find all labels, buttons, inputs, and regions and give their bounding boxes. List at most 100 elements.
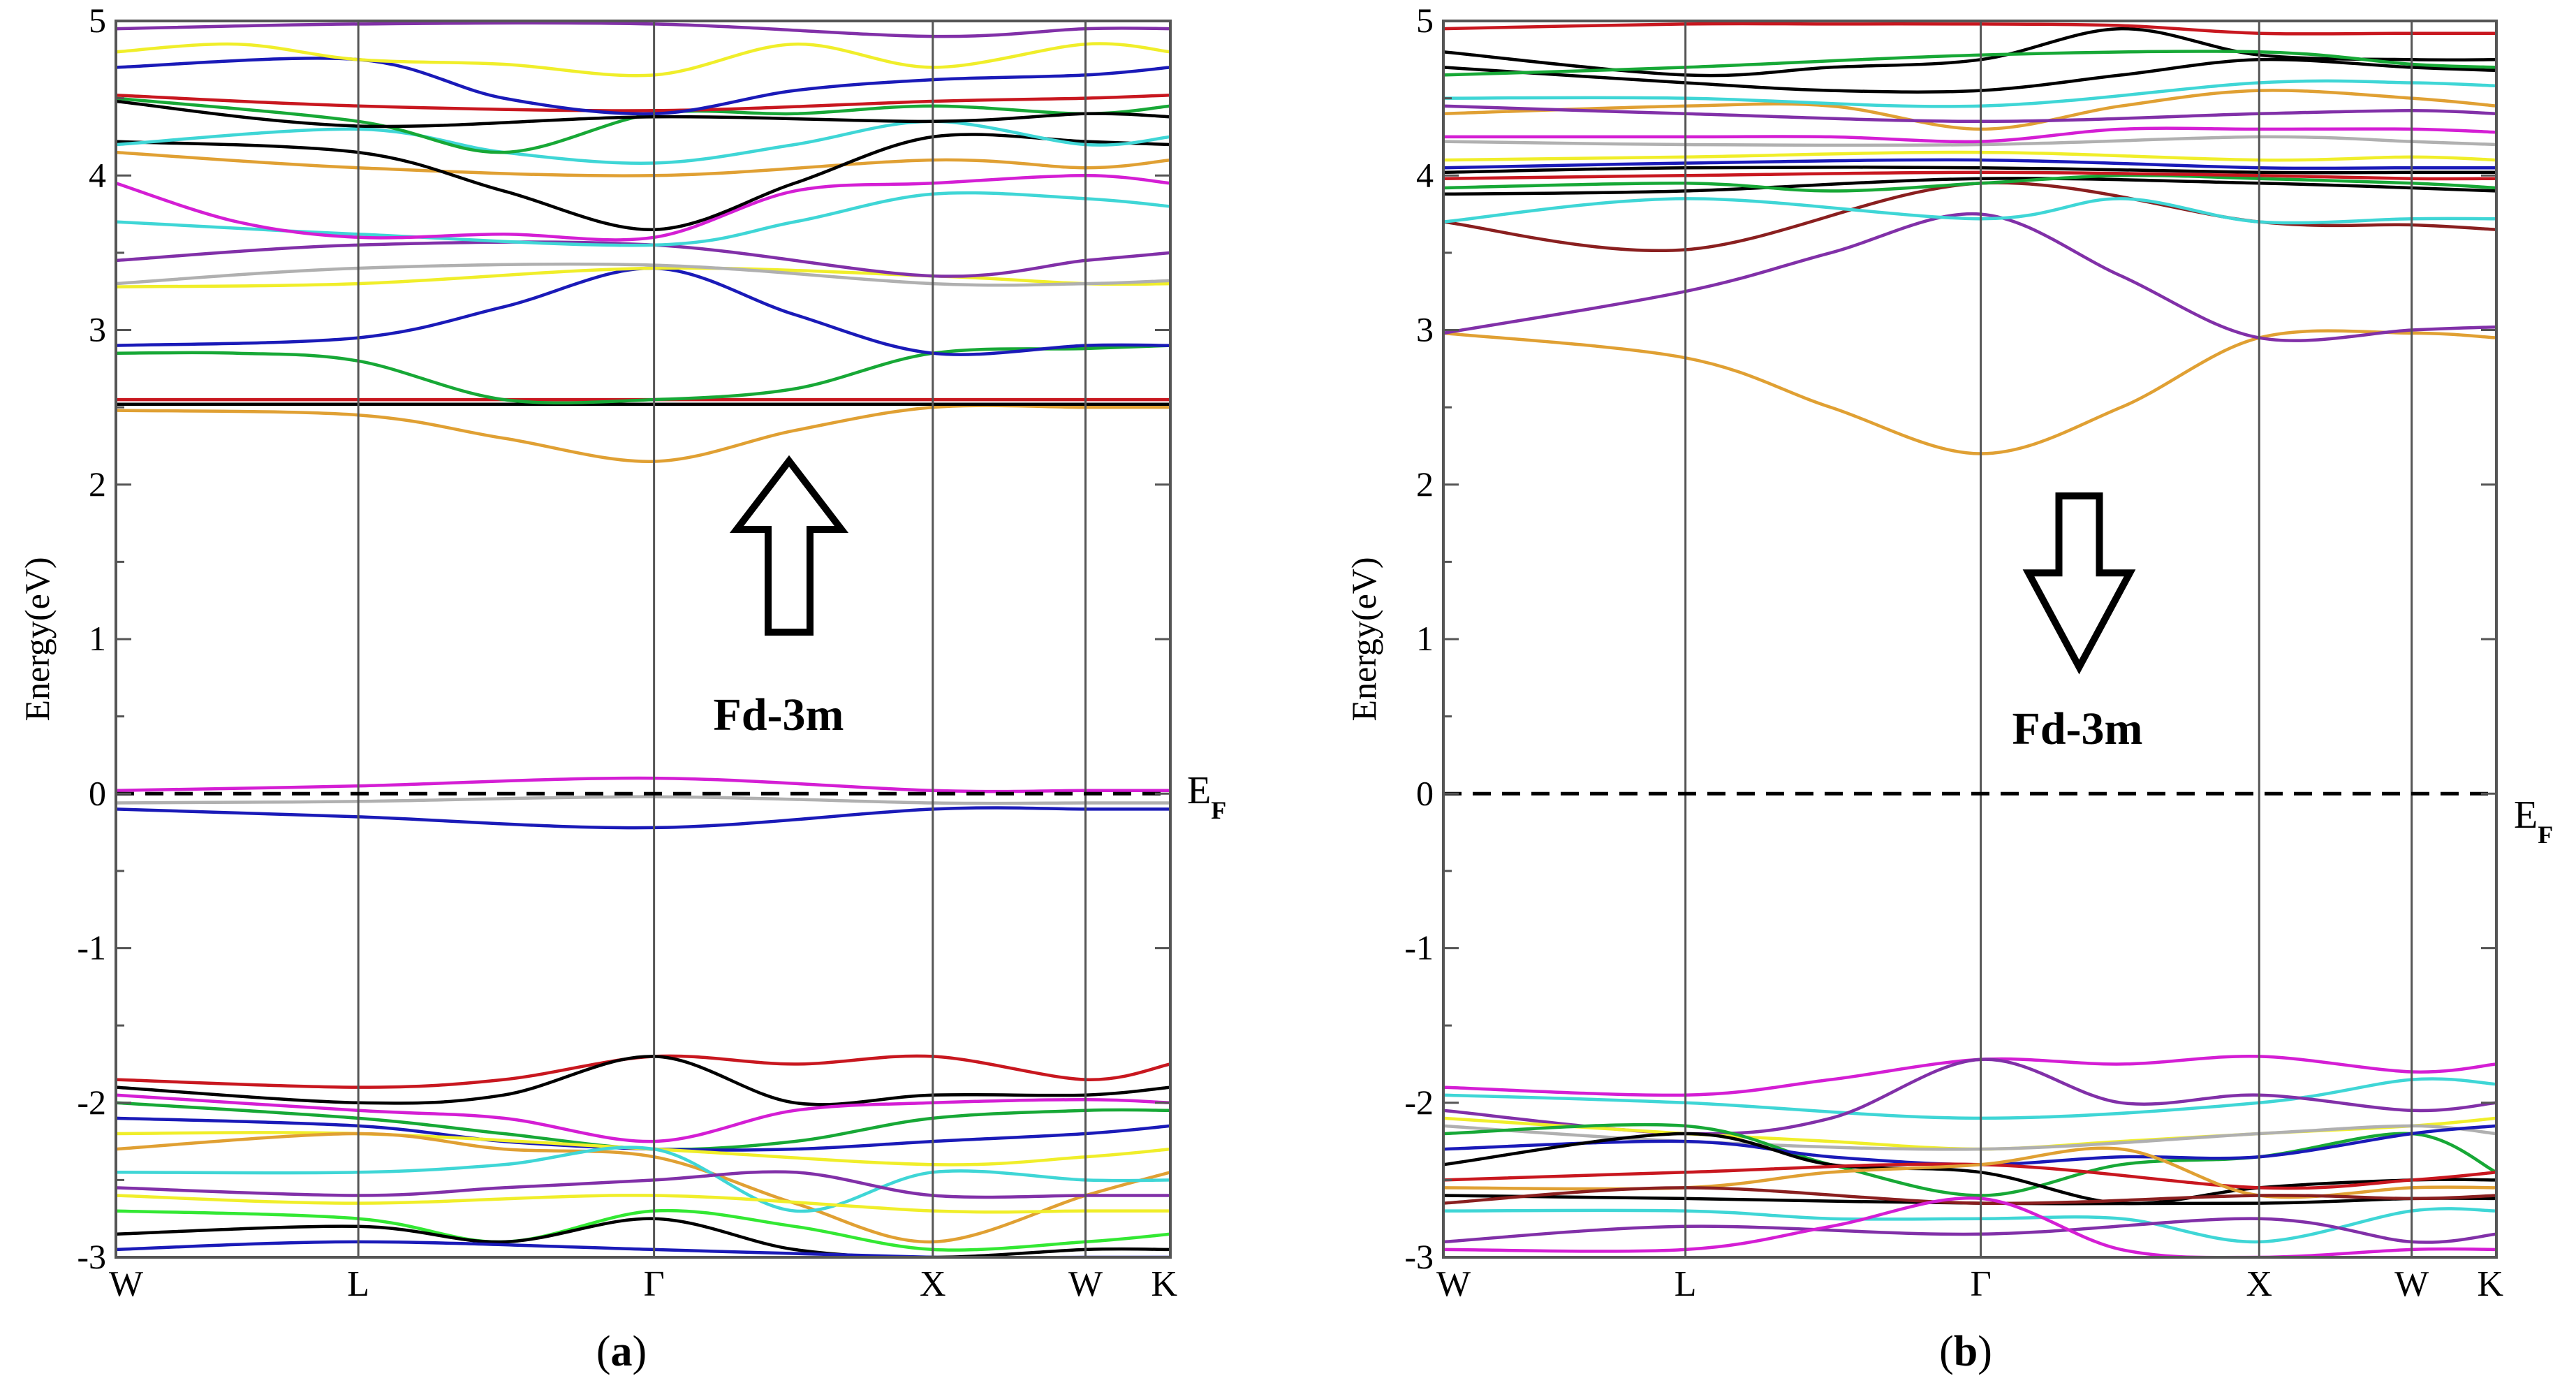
panel-a-xtick-label-0: W	[109, 1264, 143, 1304]
panel-a-ytick-label-2: -1	[77, 928, 106, 967]
panel-b-ytick-label-2: -1	[1404, 928, 1434, 967]
panel-b-band-cb2	[1443, 212, 2496, 342]
panel-b-plot-frame	[1442, 20, 2498, 1259]
panel-b-y-axis-label: Energy(eV)	[1344, 557, 1383, 721]
panel-b-band-cb18	[1443, 50, 2496, 77]
panel-b-xtick-label-0: W	[1436, 1264, 1471, 1304]
panel-b-fermi-label: EF	[2514, 793, 2553, 849]
panel-b-xtick-label-5: K	[2477, 1264, 2503, 1304]
panel-a-band-cb17	[116, 57, 1170, 116]
panel-b-band-vb2	[1443, 1077, 2496, 1120]
panel-a-structure-label: Fd-3m	[714, 689, 844, 740]
panel-b-fermi-label-main: E	[2514, 793, 2538, 837]
panel-a-band-cb13	[116, 119, 1170, 165]
panel-a-band-cb15	[116, 99, 1170, 129]
panel-b-band-vb14	[1443, 1217, 2496, 1244]
panel-b-xtick-label-1: L	[1675, 1264, 1697, 1304]
panel-b-xtick-label-3: X	[2246, 1264, 2272, 1304]
panel-b-ytick-label-4: 1	[1416, 619, 1434, 658]
panel-a-plot-frame	[115, 20, 1172, 1259]
panel-a-band-vb2	[116, 1055, 1170, 1106]
panel-b-band-cb10	[1443, 150, 2496, 162]
panel-b-ytick-label-8: 5	[1416, 1, 1434, 40]
panel-a-xtick-label-4: W	[1068, 1264, 1103, 1304]
panel-a-band-cb14	[116, 96, 1170, 154]
panel-b-xtick-label-4: W	[2394, 1264, 2429, 1304]
panel-b-band-vb7	[1443, 1124, 2496, 1166]
panel-b-band-cb5	[1443, 177, 2496, 196]
panel-a-xtick-label-1: L	[347, 1264, 369, 1304]
panel-a-ytick-label-0: -3	[77, 1237, 106, 1276]
panel-a-band-cb11	[116, 150, 1170, 177]
panel-b-band-cb1	[1443, 329, 2496, 455]
panel-a-kpoint-lines	[357, 21, 1087, 1257]
panel-a-ytick-label-3: 0	[89, 773, 106, 812]
panel-b-band-lines	[1443, 22, 2496, 1257]
panel-a-fermi-label: EF	[1187, 769, 1226, 824]
panel-a-band-cb19	[116, 21, 1170, 38]
panel-a-band-fermi_band3	[116, 806, 1170, 830]
panel-b-caption-letter: b	[1954, 1328, 1978, 1375]
spin-up-arrow-icon	[729, 455, 849, 636]
panel-b-ytick-label-6: 3	[1416, 310, 1434, 349]
panel-b-band-cb8	[1443, 166, 2496, 175]
panel-a-band-cb8	[116, 240, 1170, 278]
panel-b-ytick-label-0: -3	[1404, 1237, 1434, 1276]
panel-a-band-vb3	[116, 1093, 1170, 1143]
panel-b-ytick-label-5: 2	[1416, 464, 1434, 504]
panel-a-ytick-label-7: 4	[89, 155, 106, 194]
panel-b-band-cb19	[1443, 22, 2496, 36]
panel-b-caption: (b)	[1939, 1328, 1992, 1375]
panel-a-band-vb10	[116, 1194, 1170, 1214]
panel-a-ytick-label-5: 2	[89, 464, 106, 504]
panel-b-band-cb11	[1443, 135, 2496, 147]
panel-b-band-vb9	[1443, 1162, 2496, 1190]
panel-b-ytick-label-3: 0	[1416, 773, 1434, 812]
panel-a-band-vb6	[116, 1131, 1170, 1166]
panel-b-band-vb12	[1443, 1186, 2496, 1206]
panel-b-band-cb7	[1443, 170, 2496, 181]
panel-a-band-lines	[116, 21, 1170, 1257]
panel-a-fermi-label-main: E	[1187, 769, 1211, 812]
panel-b-ytick-label-1: -2	[1404, 1083, 1434, 1122]
panel-a-band-fermi_band2	[116, 795, 1170, 805]
panel-b-xtick-label-2: Γ	[1971, 1264, 1992, 1304]
panel-a-ytick-label-1: -2	[77, 1083, 106, 1122]
panel-a-ytick-label-6: 3	[89, 310, 106, 349]
panel-b-kpoint-lines	[1684, 21, 2413, 1257]
panel-b-band-cb17	[1443, 27, 2496, 78]
panel-a-band-cb1	[116, 404, 1170, 463]
panel-a-band-vb12	[116, 1217, 1170, 1257]
panel-a-caption-letter: a	[611, 1328, 633, 1375]
panel-b-fermi-label-sub: F	[2538, 821, 2553, 849]
panel-b-band-cb4	[1443, 197, 2496, 225]
panel-a-band-cb4	[116, 344, 1170, 405]
panel-a-band-cb9	[116, 191, 1170, 247]
panel-b-band-cb16	[1443, 57, 2496, 94]
panel-a-band-vb9	[116, 1170, 1170, 1199]
panel-b-band-vb13	[1443, 1207, 2496, 1244]
panel-b-band-cb3	[1443, 181, 2496, 253]
panel-b-band-vb3	[1443, 1058, 2496, 1136]
panel-a-caption: (a)	[596, 1328, 647, 1375]
panel-b-band-cb15	[1443, 79, 2496, 108]
panel-a-band-vb1	[116, 1054, 1170, 1089]
panel-a-band-cb7	[116, 262, 1170, 287]
panel-a-band-cb12	[116, 133, 1170, 231]
panel-b-band-cb9	[1443, 158, 2496, 170]
panel-a-band-fermi_band1	[116, 776, 1170, 793]
panel-b-y-ticks: -3 -2 -1 0 1 2 3 4 5	[1404, 1, 2496, 1276]
panel-a-xtick-label-3: X	[920, 1264, 946, 1304]
panel-b-ytick-label-7: 4	[1416, 155, 1434, 194]
panel-a-xtick-label-2: Γ	[644, 1264, 665, 1304]
panel-a-fermi-label-sub: F	[1211, 796, 1226, 824]
panel-a-ytick-label-4: 1	[89, 619, 106, 658]
panel-a-y-ticks: -3 -2 -1 0 1 2 3 4 5	[77, 1, 1170, 1276]
panel-a-y-axis-label: Energy(eV)	[17, 557, 57, 721]
spin-down-arrow-icon	[2022, 492, 2136, 675]
